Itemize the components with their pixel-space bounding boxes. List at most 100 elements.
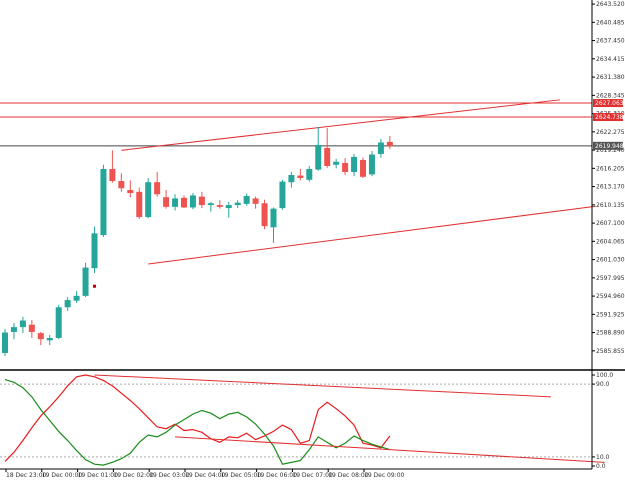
candle-body [91, 233, 98, 269]
candle-body [73, 295, 80, 301]
candle-body [207, 203, 214, 206]
candle [100, 164, 107, 237]
price-tick-label: 2613.170 [596, 184, 625, 191]
candle [225, 202, 232, 218]
price-tick-label: 2588.890 [596, 330, 625, 337]
price-label-text: 2624.738 [595, 114, 624, 121]
candle [360, 157, 366, 178]
candle-body [154, 182, 161, 195]
oscillator-trendline [175, 436, 605, 463]
candle [377, 138, 384, 158]
candle [136, 187, 143, 219]
price-tick-label: 2610.135 [596, 202, 625, 209]
candle [118, 173, 125, 192]
candle-body [243, 196, 250, 204]
candle-body [55, 307, 62, 338]
candle [342, 158, 349, 175]
time-tick-label: 18 Dec 23:00 [6, 472, 47, 479]
time-tick-label: 19 Dec 06:00 [257, 472, 298, 479]
price-tick-label: 2591.925 [596, 311, 625, 318]
oscillator-tick-label: 10.0 [596, 454, 610, 461]
time-tick-label: 19 Dec 01:00 [78, 472, 119, 479]
candle-body [216, 205, 223, 207]
price-tick-label: 2585.855 [596, 348, 625, 355]
candle-body [306, 168, 313, 180]
candle-body [333, 161, 340, 165]
candle-body [64, 300, 71, 308]
candle-body [368, 154, 375, 175]
price-label-box [593, 141, 623, 150]
candle [386, 135, 393, 150]
candle [109, 150, 116, 183]
oscillator-line [4, 374, 391, 462]
time-tick-label: 19 Dec 03:00 [149, 472, 190, 479]
price-tick-label: 2597.995 [596, 275, 625, 282]
candle-body [172, 198, 179, 207]
signal-dot [93, 284, 96, 288]
candle-body [234, 202, 241, 206]
candle-body [297, 175, 304, 178]
candle [28, 319, 35, 338]
candle [288, 171, 295, 188]
candle-body [360, 159, 366, 177]
candle [2, 328, 8, 356]
candle [198, 191, 205, 209]
time-tick-label: 19 Dec 07:00 [292, 472, 333, 479]
signal-marker [93, 284, 96, 288]
candle-body [82, 267, 89, 296]
candle-body [145, 182, 152, 218]
trendline [148, 205, 596, 265]
chart-axes [0, 0, 625, 472]
oscillator-tick-label: 100.0 [596, 372, 613, 379]
candle [243, 193, 250, 206]
price-tick-label: 2607.100 [596, 220, 625, 227]
candle [315, 126, 322, 171]
price-tick-label: 2616.205 [596, 165, 625, 172]
candle [351, 153, 358, 177]
candle [234, 200, 241, 209]
price-tick-label: 2594.960 [596, 293, 625, 300]
candle [324, 128, 331, 168]
time-tick-label: 19 Dec 05:00 [221, 472, 262, 479]
oscillator-tick-label: 0.0 [596, 463, 606, 470]
candle [127, 180, 134, 198]
candle-body [324, 147, 331, 166]
price-tick-label: 2631.380 [596, 74, 625, 81]
candle-body [28, 324, 35, 332]
candle [46, 334, 53, 346]
candle-body [198, 196, 205, 206]
candle [216, 200, 223, 209]
price-tick-label: 2601.030 [596, 257, 625, 264]
candle [207, 202, 214, 212]
candle-body [189, 195, 196, 208]
candle-body [10, 327, 17, 332]
oscillator-tick-label: 90.0 [596, 381, 610, 388]
price-axis-labels: 2643.520 2640.485 2637.450 2634.415 2631.380… [593, 1, 625, 470]
price-tick-label: 2628.345 [596, 92, 625, 99]
candle-body [225, 205, 232, 209]
price-label-text: 2619.948 [595, 143, 624, 150]
candle [172, 194, 179, 211]
candle-body [37, 333, 44, 340]
candle [154, 171, 161, 197]
candle [297, 168, 304, 181]
candle-body [136, 191, 143, 218]
candle-body [315, 144, 322, 170]
price-trendlines [121, 99, 596, 265]
price-label-box [593, 99, 623, 108]
horizontal-lines [0, 102, 592, 147]
candle [145, 177, 152, 219]
candle [55, 304, 62, 340]
candle [306, 165, 313, 182]
candle-body [342, 162, 349, 172]
candle [37, 331, 44, 346]
candle [91, 226, 98, 274]
candle-body [46, 337, 53, 341]
candle [252, 196, 259, 209]
candle [270, 207, 277, 243]
oscillator-trendline [94, 374, 551, 398]
time-tick-label: 19 Dec 02:00 [113, 472, 154, 479]
